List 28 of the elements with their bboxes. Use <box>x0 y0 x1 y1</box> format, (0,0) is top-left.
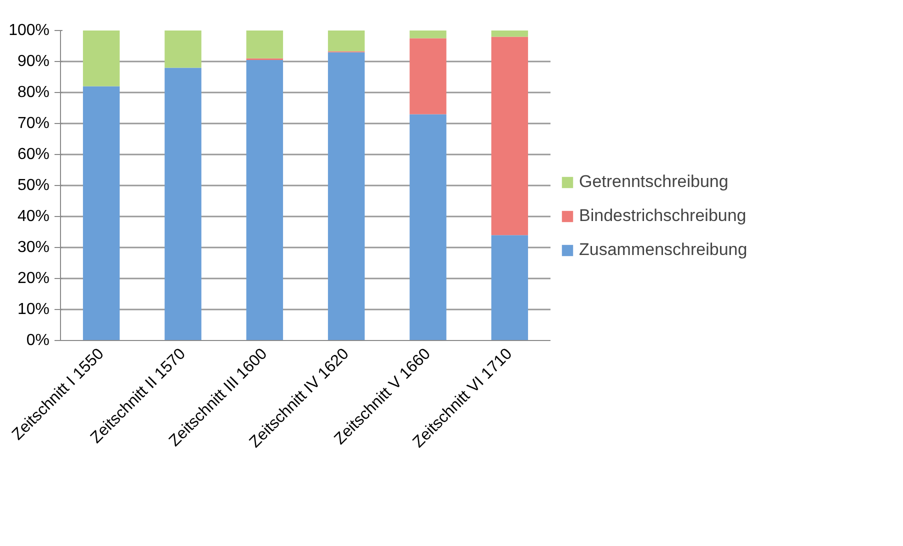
bar <box>491 36 528 236</box>
bar <box>410 114 446 340</box>
bar <box>491 235 528 340</box>
legend-label: Getrenntschreibung <box>579 172 728 192</box>
bar <box>82 30 120 86</box>
y-tick-label: 60% <box>17 146 50 163</box>
bar <box>82 86 120 340</box>
legend-label: Bindestrichschreibung <box>579 206 746 226</box>
y-tick-label: 80% <box>17 84 50 101</box>
bar <box>164 68 202 340</box>
bar <box>410 38 446 114</box>
legend-label: Zusammenschreibung <box>579 240 748 260</box>
y-tick-label: 70% <box>17 115 50 132</box>
bar <box>164 30 202 68</box>
bar <box>410 30 446 38</box>
y-tick-label: 50% <box>17 177 50 194</box>
y-tick-label: 10% <box>17 301 50 318</box>
bar <box>328 52 365 340</box>
bar <box>246 30 284 58</box>
y-tick-label: 40% <box>17 208 50 225</box>
bar <box>491 30 528 37</box>
y-tick-label: 20% <box>17 270 50 287</box>
y-tick-label: 30% <box>17 239 50 256</box>
bar <box>246 60 284 340</box>
y-tick-label: 100% <box>8 22 50 39</box>
y-tick-label: 90% <box>17 53 50 70</box>
bar <box>328 30 365 52</box>
y-tick-label: 0% <box>26 332 50 349</box>
